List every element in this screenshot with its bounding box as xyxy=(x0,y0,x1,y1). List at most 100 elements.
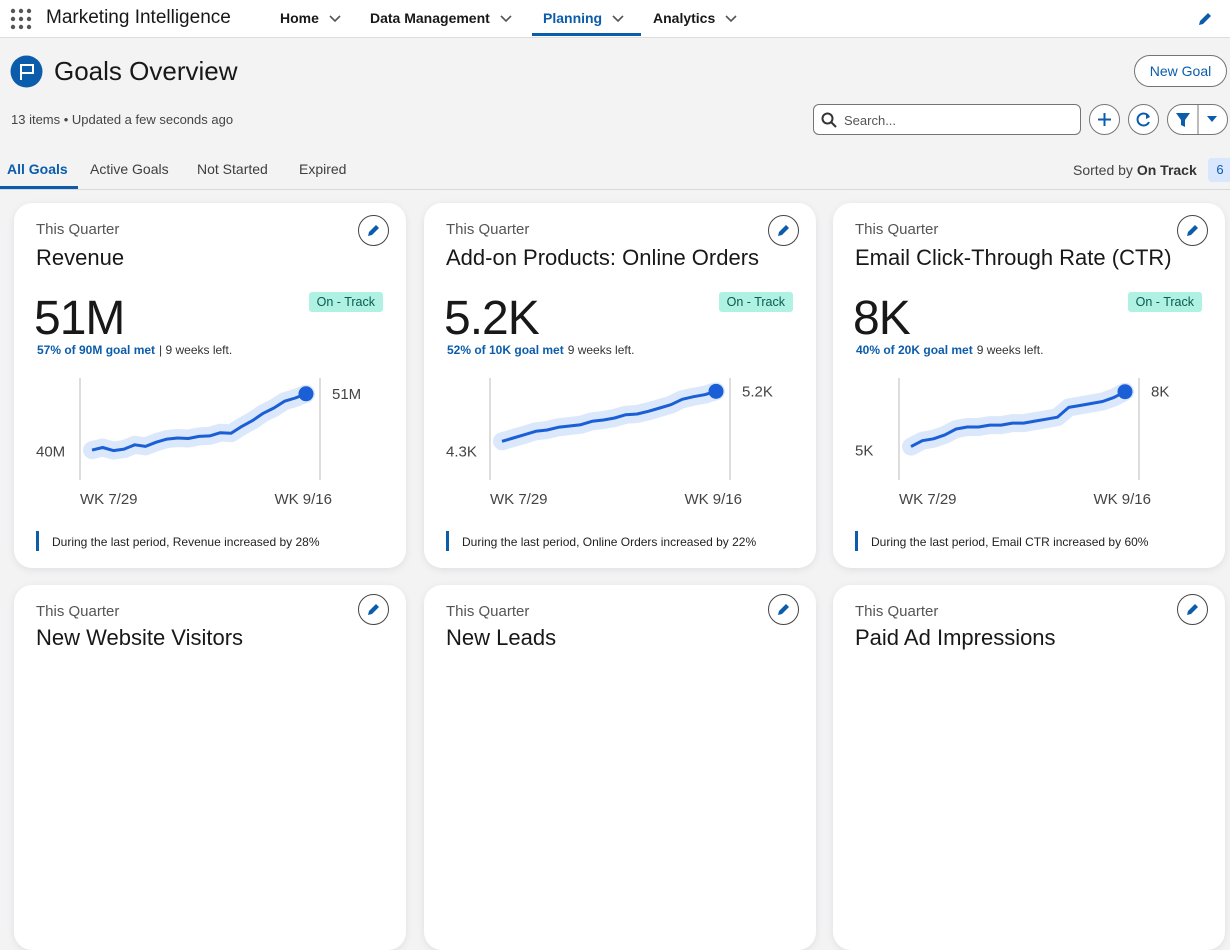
trend-chart: 40M 51M WK 7/29 WK 9/16 xyxy=(36,378,361,508)
app-name: Marketing Intelligence xyxy=(46,7,231,28)
goal-title: New Leads xyxy=(446,625,557,650)
filter-button[interactable] xyxy=(1167,104,1228,135)
page-icon xyxy=(10,55,43,88)
refresh-button[interactable] xyxy=(1128,104,1159,135)
trend-note: During the last period, Online Orders in… xyxy=(462,535,757,549)
nav-label: Home xyxy=(280,10,319,26)
status-pill: On - Track xyxy=(1127,292,1202,312)
goal-title: New Website Visitors xyxy=(36,625,244,650)
nav-label: Analytics xyxy=(653,10,716,26)
tab-underline xyxy=(0,186,78,189)
y-tick-label: 5K xyxy=(855,443,873,460)
y-tick-label: 51M xyxy=(332,386,361,403)
x-end-label: WK 9/16 xyxy=(1093,491,1151,508)
edit-button[interactable] xyxy=(767,593,800,626)
sort-label: Sorted by xyxy=(1073,162,1133,178)
trend-chart: 5K 8K WK 7/29 WK 9/16 xyxy=(855,378,1169,508)
nav-item[interactable]: Home xyxy=(280,10,341,26)
plus-icon xyxy=(1098,113,1111,126)
tabs-border xyxy=(0,189,1230,190)
app-launcher[interactable] xyxy=(10,8,32,30)
note-bar xyxy=(36,531,39,551)
trend-chart: 4.3K 5.2K WK 7/29 WK 9/16 xyxy=(446,378,773,508)
tab[interactable]: Not Started xyxy=(197,161,268,177)
page-title: Goals Overview xyxy=(54,56,238,86)
top-nav: Marketing Intelligence Home Data Manageme… xyxy=(0,0,1230,38)
goal-title: Add-on Products: Online Orders xyxy=(446,245,760,270)
count-badge: 6 xyxy=(1208,158,1230,182)
y-tick-label: 40M xyxy=(36,444,65,461)
search-placeholder: Search... xyxy=(844,113,897,128)
chevron xyxy=(612,15,624,23)
trend-band xyxy=(83,384,315,460)
edit-button[interactable] xyxy=(357,593,390,626)
time-left: | 9 weeks left. xyxy=(159,343,233,357)
goal-progress: 40% of 20K goal met xyxy=(856,343,973,357)
goal-value: 8K xyxy=(853,292,911,345)
nav-active-underline xyxy=(532,33,641,36)
new-goal-button[interactable]: New Goal xyxy=(1134,55,1227,87)
sort-value: On Track xyxy=(1136,162,1197,178)
goal-card: This Quarter Revenue On - Track 51M 57% of 9… xyxy=(14,203,406,568)
goal-title: Paid Ad Impressions xyxy=(855,625,1056,650)
goal-title: Email Click-Through Rate (CTR) xyxy=(855,245,1172,270)
x-start-label: WK 7/29 xyxy=(80,491,138,508)
x-end-label: WK 9/16 xyxy=(684,491,742,508)
chevron xyxy=(329,15,341,23)
time-left: 9 weeks left. xyxy=(976,343,1044,357)
goal-value: 5.2K xyxy=(444,292,540,345)
status-pill: On - Track xyxy=(718,292,793,312)
nav-item[interactable]: Data Management xyxy=(370,10,512,26)
trend-end-dot xyxy=(1117,384,1133,400)
tab[interactable]: Expired xyxy=(299,161,347,177)
trend-line xyxy=(501,389,717,443)
trend-note: During the last period, Revenue increase… xyxy=(52,535,320,549)
chevron xyxy=(500,15,512,23)
goal-progress: 57% of 90M goal met xyxy=(37,343,156,357)
goal-progress: 52% of 10K goal met xyxy=(447,343,564,357)
chevron xyxy=(725,15,737,23)
period: This Quarter xyxy=(446,603,530,620)
note-bar xyxy=(855,531,858,551)
note-bar xyxy=(446,531,449,551)
filter-icon xyxy=(1176,105,1217,134)
search-box[interactable]: Search... xyxy=(813,104,1081,135)
edit-button[interactable] xyxy=(1176,214,1209,247)
sort-info: Sorted by On Track xyxy=(1073,162,1197,178)
trend-end-dot xyxy=(298,386,314,402)
list-meta: 13 items • Updated a few seconds ago xyxy=(11,112,234,127)
period: This Quarter xyxy=(36,221,120,238)
nav-label: Planning xyxy=(543,10,603,26)
goal-card: This Quarter Email Click-Through Rate (CT… xyxy=(833,203,1225,568)
x-start-label: WK 7/29 xyxy=(899,491,957,508)
period: This Quarter xyxy=(855,221,939,238)
nav-label: Data Management xyxy=(370,10,490,26)
goal-title: Revenue xyxy=(36,245,125,270)
nav-item[interactable]: Analytics xyxy=(653,10,737,26)
search-icon xyxy=(821,112,837,128)
x-start-label: WK 7/29 xyxy=(490,491,548,508)
edit-button[interactable] xyxy=(1176,593,1209,626)
progress-line: 57% of 90M goal met | 9 weeks left. xyxy=(37,343,232,357)
tab[interactable]: All Goals xyxy=(7,161,68,177)
period: This Quarter xyxy=(36,603,120,620)
refresh-icon xyxy=(1136,112,1150,127)
trend-band xyxy=(902,382,1134,456)
period: This Quarter xyxy=(446,221,530,238)
progress-line: 52% of 10K goal met 9 weeks left. xyxy=(447,343,634,357)
add-button[interactable] xyxy=(1089,104,1120,135)
period: This Quarter xyxy=(855,603,939,620)
edit-button[interactable] xyxy=(357,214,390,247)
edit-button[interactable] xyxy=(767,214,800,247)
y-tick-label: 8K xyxy=(1151,384,1169,401)
edit-nav[interactable] xyxy=(1196,10,1214,28)
trend-line xyxy=(91,392,307,453)
x-end-label: WK 9/16 xyxy=(274,491,332,508)
tab[interactable]: Active Goals xyxy=(90,161,169,177)
nav-item[interactable]: Planning xyxy=(543,10,624,26)
goal-value: 51M xyxy=(34,292,125,345)
progress-line: 40% of 20K goal met 9 weeks left. xyxy=(856,343,1043,357)
status-pill: On - Track xyxy=(308,292,383,312)
y-tick-label: 5.2K xyxy=(742,383,773,400)
